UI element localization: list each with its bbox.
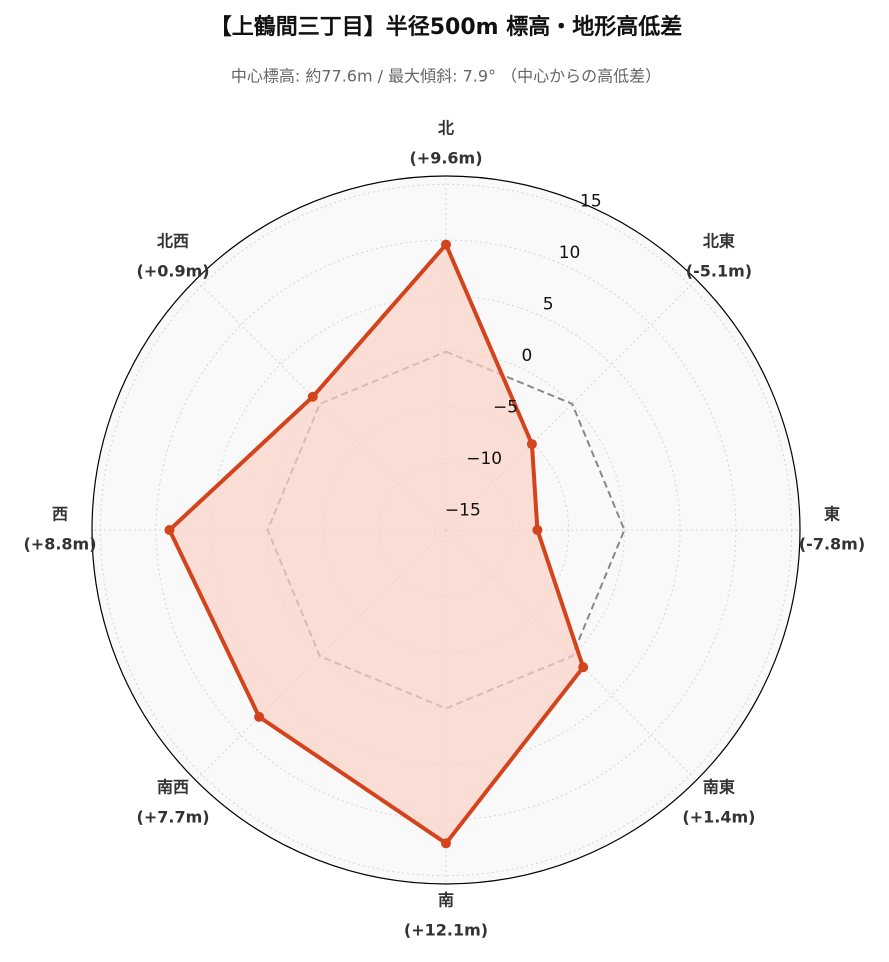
data-point [532,525,543,535]
data-point [164,525,175,535]
data-point [526,439,537,450]
value-label: (+7.7m) [137,807,210,826]
r-tick-label: 5 [543,295,554,315]
value-label: (-5.1m) [686,262,752,281]
category-label: 北 [438,119,454,138]
value-label: (+8.8m) [23,535,96,554]
category-label: 南西 [157,777,189,796]
chart-subtitle: 中心標高: 約77.6m / 最大傾斜: 7.9° （中心からの高低差） [231,67,661,86]
data-point [441,239,451,250]
r-tick-label: −5 [493,398,518,418]
outer-circle [91,175,801,885]
data-point [441,838,451,849]
value-label: (+0.9m) [137,262,210,281]
data-point [578,662,589,673]
spoke [445,279,697,531]
data-point [307,391,318,402]
r-tick-label: −10 [466,449,502,469]
category-label: 西 [52,505,68,524]
chart-title: 【上鶴間三丁目】半径500m 標高・地形高低差 [210,14,683,40]
r-tick-label: 10 [559,243,581,263]
value-label: (-7.8m) [799,535,865,554]
r-tick-label: 0 [521,346,532,366]
category-label: 北東 [703,232,735,251]
category-label: 南 [438,891,454,910]
value-label: (+1.4m) [682,807,755,826]
r-tick-label: −15 [445,501,481,521]
category-label: 東 [824,505,840,524]
reference-line [266,350,626,710]
category-label: 南東 [703,777,735,796]
data-point [254,711,265,722]
category-label: 北西 [157,232,189,251]
value-label: (+12.1m) [404,921,488,940]
value-label: (+9.6m) [409,149,482,168]
r-tick-label: 15 [580,192,602,212]
